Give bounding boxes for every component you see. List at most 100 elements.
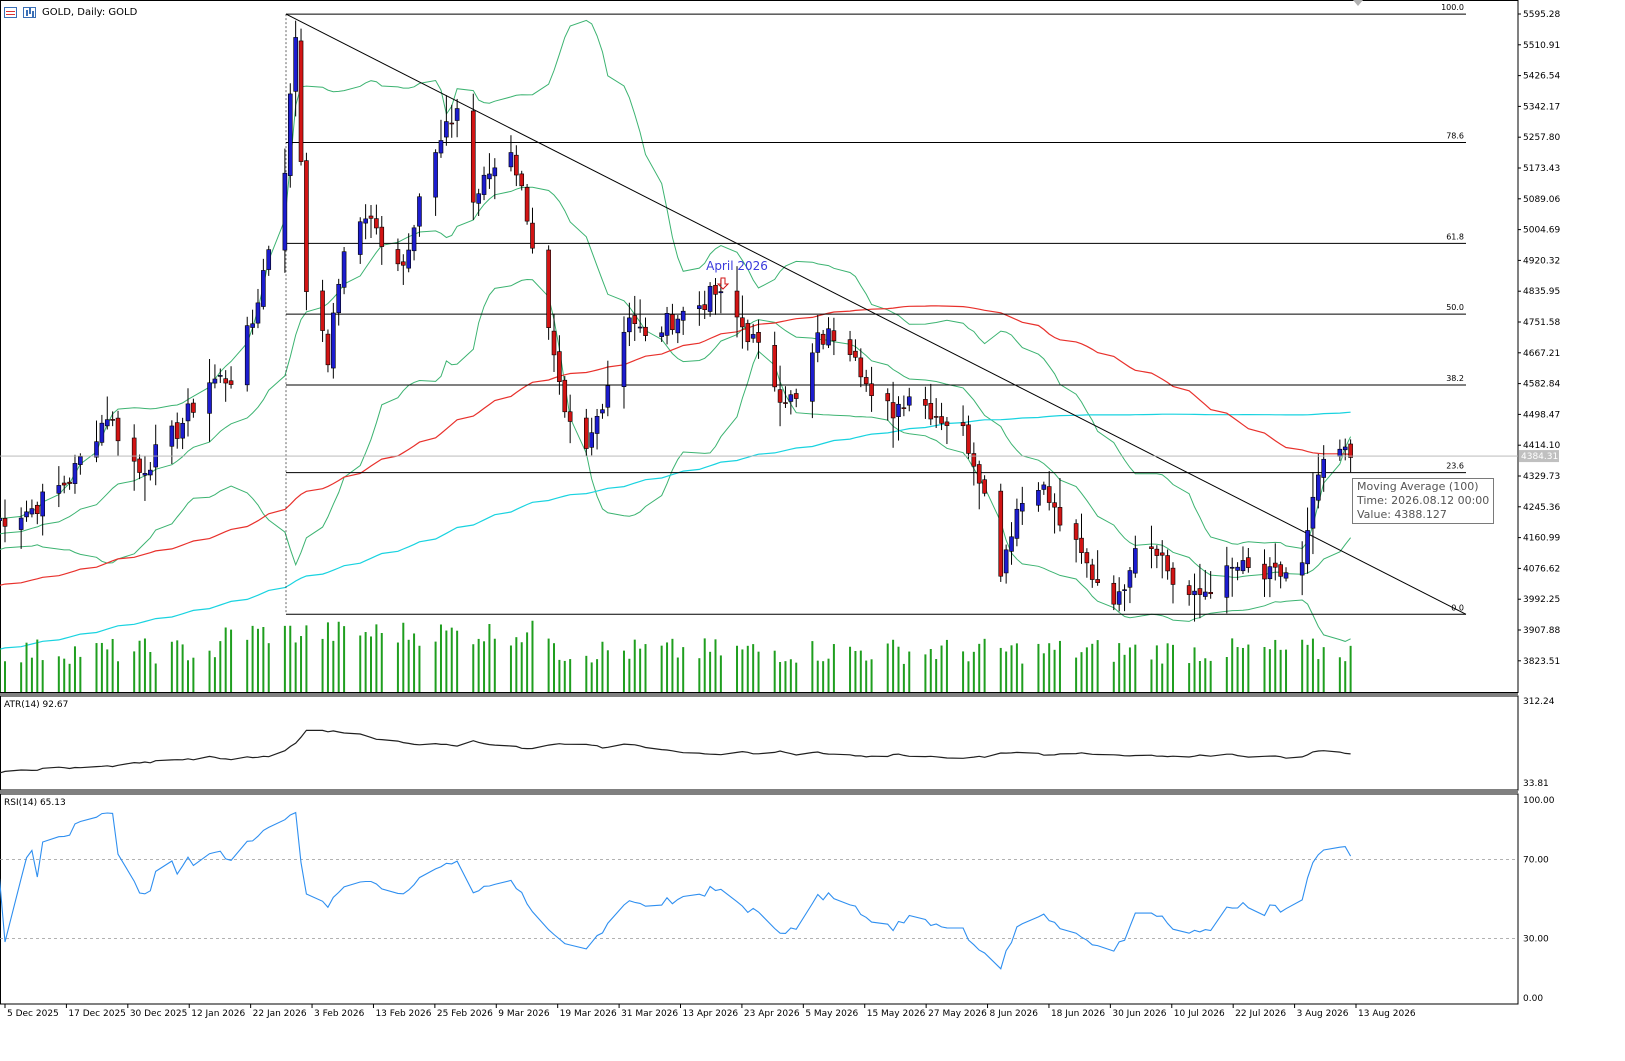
fibonacci-level-label: 50.0 (1446, 303, 1464, 312)
bullish-candle (1003, 549, 1009, 574)
bullish-candle (207, 382, 212, 414)
time-axis-label: 5 Dec 2025 (7, 1009, 59, 1019)
bullish-candle (594, 415, 600, 434)
bearish-candle (562, 379, 568, 413)
bullish-candle (357, 221, 363, 255)
price-axis-label: 3992.25 (1523, 595, 1560, 605)
price-axis-label: 5510.91 (1523, 41, 1560, 51)
bearish-candle (1154, 548, 1160, 556)
bearish-candle (734, 290, 740, 318)
bullish-candle (29, 508, 35, 515)
time-axis-label: 25 Feb 2026 (437, 1009, 493, 1019)
bullish-candle (0, 518, 2, 521)
bearish-candle (831, 330, 837, 342)
bullish-candle (750, 334, 756, 339)
bearish-candle (110, 419, 115, 421)
bearish-candle (1170, 567, 1176, 585)
price-axis-label: 4245.36 (1523, 503, 1560, 513)
chart-properties-icon[interactable] (4, 6, 17, 18)
bullish-candle (142, 473, 148, 476)
atr-panel-label: ATR(14) 92.67 (4, 700, 68, 710)
bearish-candle (885, 393, 891, 402)
bearish-candle (847, 339, 853, 355)
bearish-candle (901, 407, 907, 410)
time-axis-label: 13 Feb 2026 (375, 1009, 431, 1019)
price-axis-label: 4920.32 (1523, 256, 1560, 266)
chart-type-icon[interactable] (23, 6, 36, 18)
bearish-candle (713, 284, 718, 295)
bearish-candle (1046, 486, 1052, 503)
bearish-candle (223, 378, 228, 384)
main-plot-area (0, 13, 1518, 692)
bullish-candle (680, 310, 686, 321)
atr-axis-label-max: 312.24 (1523, 697, 1555, 707)
bearish-candle (783, 402, 788, 404)
rsi-axis-label: 70.00 (1523, 855, 1549, 865)
main-panel-frame (0, 0, 1519, 693)
bullish-candle (148, 469, 153, 476)
time-axis-label: 9 Mar 2026 (498, 1009, 550, 1019)
price-axis-label: 4076.62 (1523, 564, 1560, 574)
bullish-candle (675, 318, 681, 334)
last-price-label: 4384.31 (1521, 452, 1558, 462)
bullish-candle (180, 422, 185, 439)
bullish-candle (336, 283, 342, 314)
bullish-candle (492, 167, 498, 177)
time-axis-label: 27 May 2026 (928, 1009, 987, 1019)
bullish-candle (78, 456, 83, 465)
bullish-candle (185, 403, 191, 422)
price-axis-label: 4751.58 (1523, 318, 1560, 328)
bearish-candle (933, 416, 939, 418)
bullish-candle (621, 331, 627, 388)
bearish-candle (368, 215, 374, 219)
time-axis-label: 5 May 2026 (805, 1009, 858, 1019)
bullish-candle (331, 312, 336, 369)
time-axis-label: 19 Mar 2026 (560, 1009, 617, 1019)
bearish-candle (379, 226, 385, 247)
bearish-candle (643, 326, 648, 336)
bearish-candle (928, 403, 934, 420)
bearish-candle (1165, 555, 1170, 572)
bearish-candle (519, 173, 525, 187)
bollinger-middle-line (0, 186, 1351, 578)
bearish-candle (1052, 502, 1057, 508)
bullish-candle (718, 291, 724, 294)
bearish-candle (115, 417, 121, 442)
bearish-candle (740, 317, 745, 328)
bullish-candle (600, 409, 605, 414)
time-axis-label: 30 Jun 2026 (1112, 1009, 1166, 1019)
ma-tooltip: Moving Average (100) Time: 2026.08.12 00… (1352, 478, 1495, 524)
fibonacci-level-label: 78.6 (1446, 132, 1464, 141)
bearish-candle (174, 422, 180, 439)
bullish-candle (1041, 484, 1047, 490)
bullish-candle (659, 332, 664, 337)
bullish-candle (217, 375, 223, 377)
bearish-candle (966, 424, 971, 454)
bullish-candle (1337, 448, 1343, 457)
bearish-candle (1272, 562, 1278, 568)
chart-title-bar: GOLD, Daily: GOLD (4, 4, 137, 20)
time-axis-label: 23 Apr 2026 (744, 1009, 800, 1019)
bullish-candle (826, 328, 831, 346)
bearish-candle (1278, 564, 1283, 577)
bullish-candle (406, 249, 411, 269)
bullish-candle (1014, 508, 1020, 539)
bullish-candle (417, 196, 422, 227)
price-axis-label: 3907.88 (1523, 626, 1560, 636)
bearish-candle (530, 222, 535, 249)
bullish-candle (56, 485, 62, 494)
bullish-candle (1235, 566, 1240, 571)
fibonacci-level-label: 23.6 (1446, 462, 1464, 471)
bearish-candle (67, 481, 72, 484)
bullish-candle (1321, 458, 1327, 478)
bearish-candle (1186, 585, 1192, 595)
bullish-candle (1316, 474, 1321, 501)
fibonacci-level-label: 0.0 (1451, 603, 1464, 612)
time-axis-label: 31 Mar 2026 (621, 1009, 678, 1019)
bullish-candle (1127, 570, 1133, 588)
bearish-candle (228, 380, 234, 385)
bullish-candle (1267, 566, 1273, 580)
bullish-candle (24, 511, 29, 518)
bearish-candle (756, 332, 761, 343)
